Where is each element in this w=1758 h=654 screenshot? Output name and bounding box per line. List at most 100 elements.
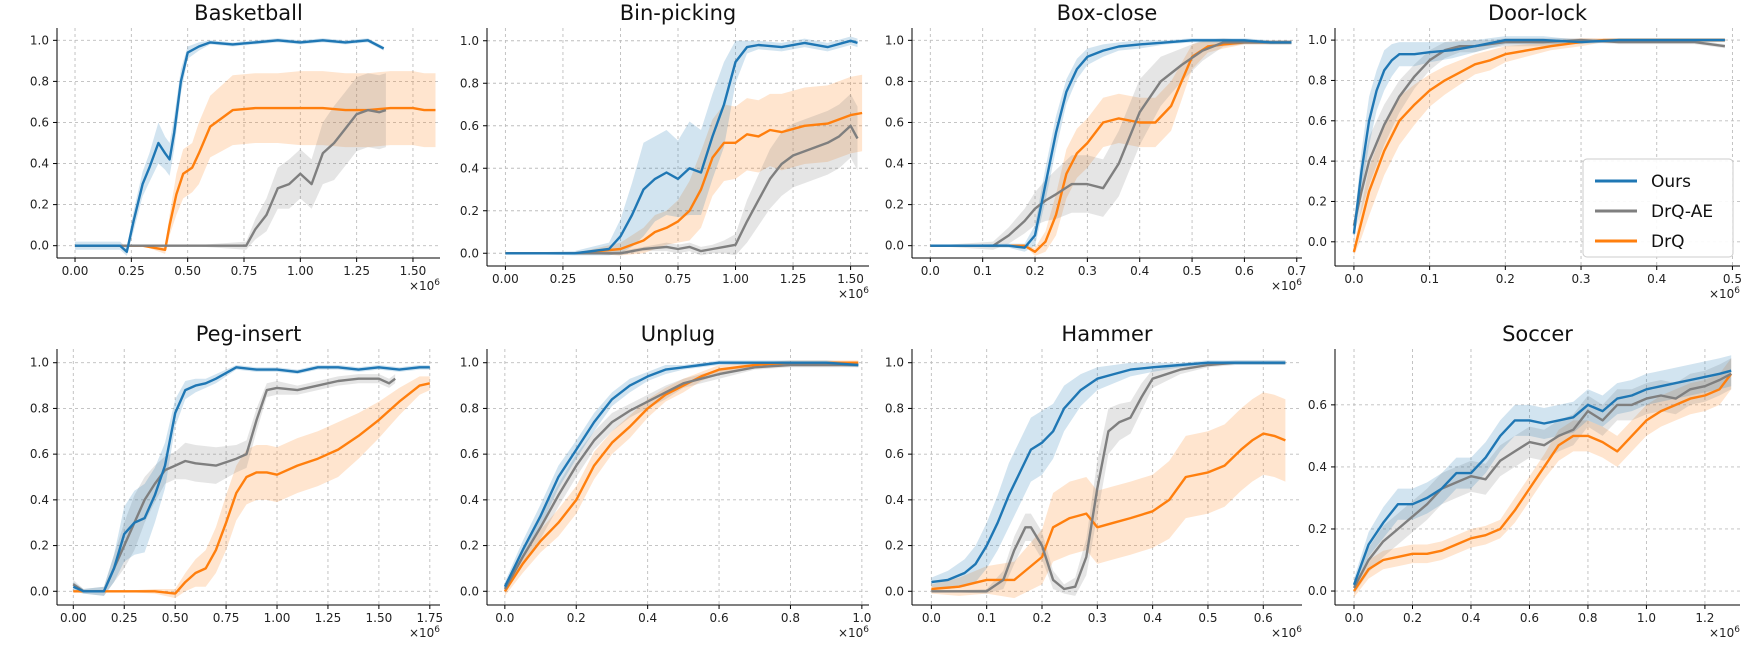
x-tick-label: 0.0: [1344, 272, 1363, 286]
series-line-ours: [930, 39, 1292, 249]
y-tick-label: 0.2: [30, 539, 49, 553]
x-tick-label: 0.25: [550, 272, 577, 286]
y-tick-label: 0.0: [1308, 235, 1327, 249]
series-line-drq: [1353, 373, 1733, 592]
series-line-drq: [930, 41, 1292, 254]
x-tick-label: 1.25: [780, 272, 807, 286]
series-line-ours: [503, 361, 859, 588]
x-tick-label: 1.00: [264, 611, 291, 625]
series-line-drq-ae: [931, 361, 1286, 593]
series-line-drq: [931, 432, 1286, 591]
x-tick-label: 0.3: [1088, 611, 1107, 625]
band-ours: [504, 360, 859, 592]
x-tick-label: 1.00: [722, 272, 749, 286]
panel-unplug: 0.0 0.2 0.4 0.6 0.8 1.00.00.20.40.60.81.0×106…: [460, 322, 872, 640]
x-tick-label: 0.2: [1032, 611, 1051, 625]
panel-title: Hammer: [1061, 322, 1152, 346]
x-tick-label: 0.0: [1344, 611, 1363, 625]
band-drq-ae: [75, 73, 386, 250]
band-drq-ae: [1354, 358, 1732, 595]
legend: Ours DrQ-AE DrQ: [1582, 158, 1734, 258]
y-tick-label: 0.6: [30, 115, 49, 129]
y-tick-label: 0.4: [1308, 154, 1327, 168]
panel-peg-insert: 0.00 0.25 0.50 0.75 1.00 1.25 1.50 1.75 0.0 0.2 0.…: [30, 322, 443, 640]
series-line-ours: [505, 39, 858, 255]
y-tick-label: 0.8: [460, 401, 479, 415]
series-line-drq-ae: [75, 108, 387, 247]
series-line-drq-ae: [505, 124, 859, 255]
legend-label-drq: DrQ: [1651, 232, 1684, 252]
y-tick-label: 0.0: [460, 584, 479, 598]
x-tick-label: 1.50: [837, 272, 864, 286]
band-drq: [1354, 358, 1732, 598]
y-tick-label: 1.0: [1308, 33, 1327, 47]
x-tick-label: 0.00: [62, 264, 89, 278]
y-tick-label: 0.4: [460, 493, 479, 507]
y-tick-label: 0.6: [885, 447, 904, 461]
band-drq: [505, 74, 863, 256]
x-multiplier-label: ×106: [409, 278, 440, 293]
y-tick-label: 0.2: [30, 198, 49, 212]
panel-bin-picking: 0.00 0.25 0.50 0.75 1.00 1.25 1.50 0.0 0.2 0.4 0.6…: [460, 1, 869, 301]
y-tick-label: 0.4: [1308, 460, 1327, 474]
series-line-ours: [1352, 38, 1725, 234]
x-tick-label: 0.4: [1143, 611, 1162, 625]
x-tick-label: 0.4: [638, 611, 657, 625]
x-tick-label: 0.00: [492, 272, 519, 286]
panel-title: Box-close: [1057, 1, 1158, 25]
x-tick-label: 1.75: [416, 611, 443, 625]
panel-title: Basketball: [194, 1, 303, 25]
x-tick-label: 1.25: [343, 264, 370, 278]
y-tick-label: 0.6: [885, 115, 904, 129]
y-tick-label: 0.4: [30, 157, 49, 171]
series-line-drq-ae: [72, 377, 396, 593]
y-tick-label: 1.0: [30, 33, 49, 47]
x-tick-label: 0.50: [174, 264, 201, 278]
band-ours: [1353, 36, 1725, 242]
x-multiplier-label: ×106: [1271, 278, 1302, 293]
x-tick-label: 0.3: [1571, 272, 1590, 286]
x-tick-label: 0.4: [1647, 272, 1666, 286]
y-tick-label: 0.6: [1308, 114, 1327, 128]
y-tick-label: 0.2: [460, 539, 479, 553]
x-tick-label: 0.50: [162, 611, 189, 625]
x-tick-label: 0.0: [495, 611, 514, 625]
y-tick-label: 0.8: [30, 401, 49, 415]
x-tick-label: 0.0: [921, 264, 940, 278]
x-tick-label: 1.0: [852, 611, 871, 625]
x-tick-label: 0.5: [1198, 611, 1217, 625]
x-tick-label: 0.4: [1461, 611, 1480, 625]
x-tick-label: 0.5: [1723, 272, 1742, 286]
panel-box-close: 0.0 0.1 0.2 0.3 0.4 0.5 0.6 0.7 0.0 0.2 0.4 0.6 0.8 1…: [885, 1, 1306, 293]
x-multiplier-label: ×106: [1709, 625, 1740, 640]
y-tick-label: 0.8: [885, 401, 904, 415]
x-multiplier-label: ×106: [409, 625, 440, 640]
y-tick-label: 0.8: [30, 74, 49, 88]
series-line-drq: [505, 111, 863, 255]
x-tick-label: 0.2: [1025, 264, 1044, 278]
legend-label-ours: Ours: [1651, 172, 1691, 192]
y-tick-label: 1.0: [885, 356, 904, 370]
series-line-drq: [73, 382, 431, 595]
y-tick-label: 0.4: [885, 493, 904, 507]
x-tick-label: 1.00: [287, 264, 314, 278]
x-multiplier-label: ×106: [838, 286, 869, 301]
y-tick-label: 0.0: [30, 239, 49, 253]
band-drq: [1353, 38, 1725, 256]
y-tick-label: 1.0: [30, 356, 49, 370]
x-multiplier-label: ×106: [1271, 625, 1302, 640]
x-multiplier-label: ×106: [838, 625, 869, 640]
x-tick-label: 0.1: [977, 611, 996, 625]
series-line-drq: [75, 106, 436, 252]
y-tick-label: 0.2: [885, 198, 904, 212]
y-tick-label: 0.2: [460, 204, 479, 218]
series-line-drq-ae: [1352, 38, 1726, 226]
legend-label-drq-ae: DrQ-AE: [1651, 202, 1713, 222]
y-tick-label: 0.6: [460, 119, 479, 133]
x-tick-label: 0.1: [973, 264, 992, 278]
series-line-drq-ae: [930, 41, 1292, 247]
x-tick-label: 1.25: [315, 611, 342, 625]
x-tick-label: 0.75: [213, 611, 240, 625]
panel-door-lock: 0.0 0.1 0.2 0.3 0.4 0.5 0.0 0.2 0.4 0.6 0.8 1.0 ×106…: [1308, 1, 1742, 301]
series-line-ours: [1352, 369, 1732, 586]
